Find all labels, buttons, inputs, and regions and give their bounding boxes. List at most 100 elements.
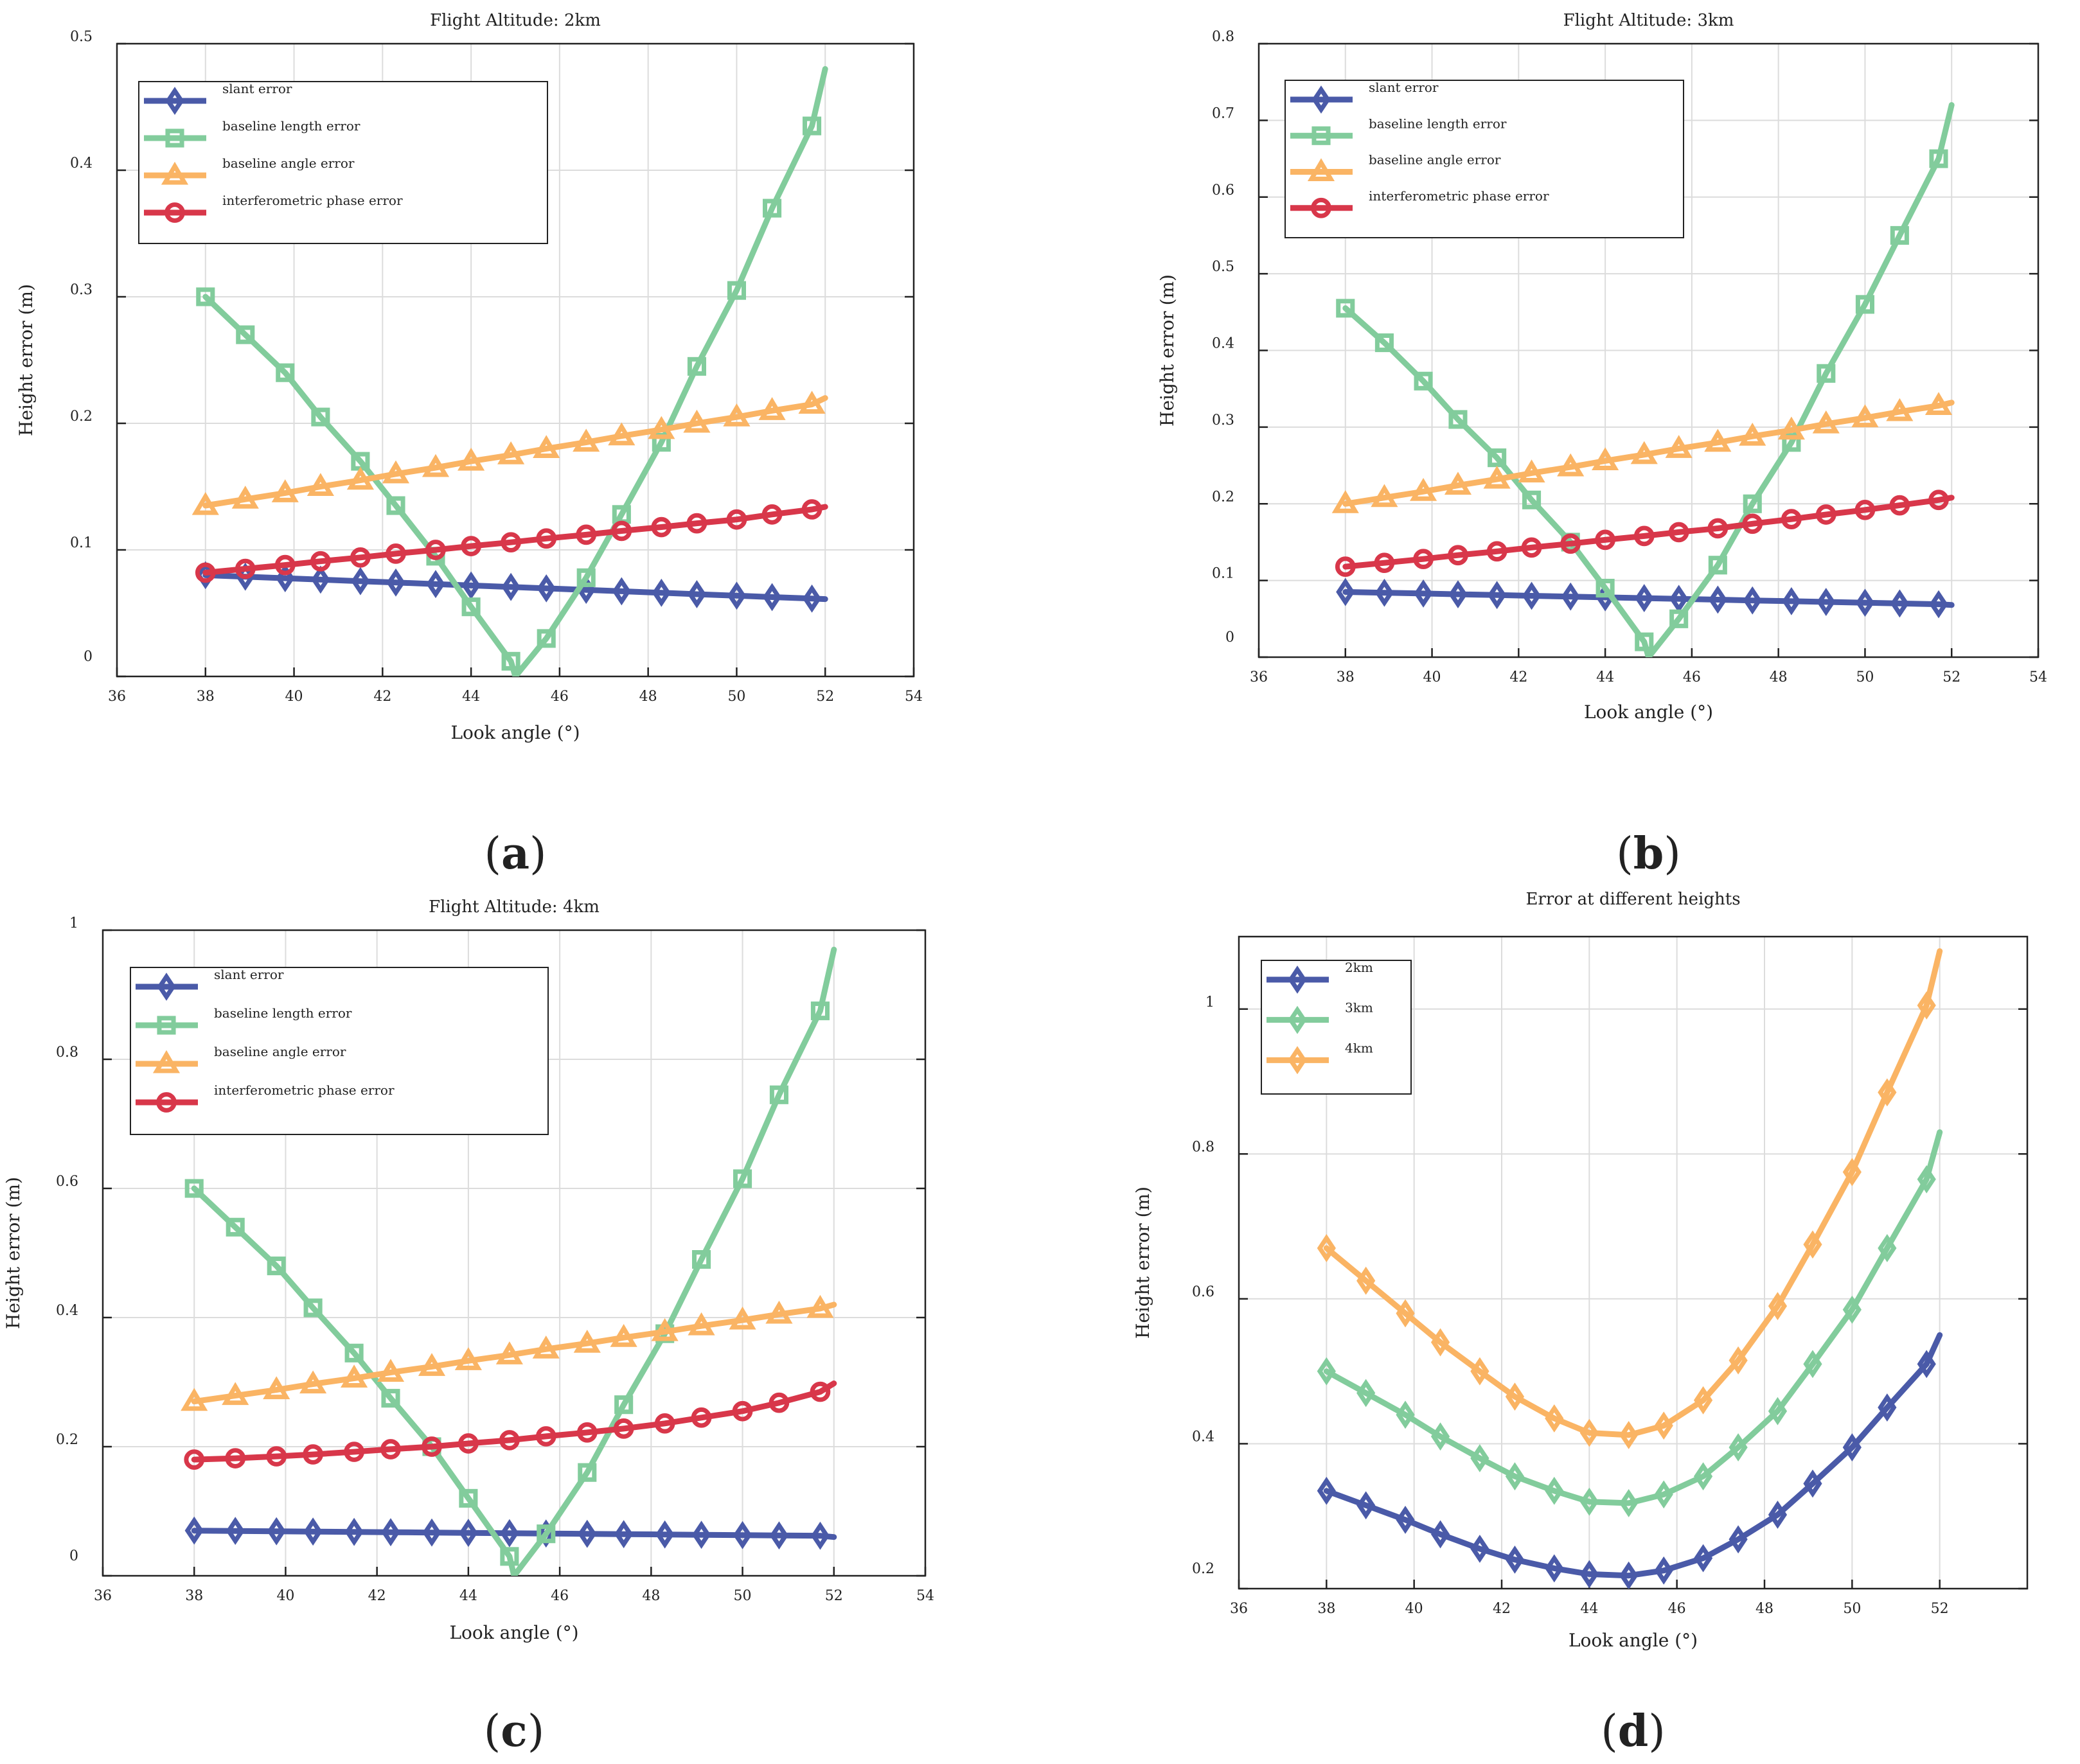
marker-baseline_angle — [191, 491, 219, 515]
panel-caption: (d) — [1601, 1706, 1666, 1757]
y-axis-label: Height error (m) — [15, 284, 37, 436]
marker-slant — [501, 572, 520, 601]
marker-baseline_length — [1708, 556, 1727, 575]
y-tick-label: 0.8 — [1192, 1139, 1214, 1155]
marker-baseline_angle — [723, 403, 751, 427]
marker-3km — [1470, 1444, 1489, 1472]
marker-phase — [769, 1392, 790, 1413]
marker-baseline_angle — [573, 428, 600, 452]
marker-phase — [1889, 495, 1910, 516]
marker-slant — [386, 568, 405, 597]
marker-baseline_length — [1929, 149, 1948, 168]
marker-slant — [1561, 582, 1580, 611]
series-line-baseline_length — [202, 66, 828, 676]
marker-2km — [1917, 1350, 1936, 1379]
x-tick-label: 40 — [1423, 669, 1441, 685]
marker-slant — [461, 571, 481, 600]
marker-slant — [1929, 590, 1948, 619]
marker-baseline_angle — [422, 454, 450, 477]
legend-item-baseline_angle: baseline angle error — [136, 1044, 346, 1073]
marker-slant — [727, 581, 747, 610]
marker-baseline_length — [727, 281, 746, 300]
marker-baseline_angle — [222, 1382, 249, 1406]
marker-baseline_angle — [683, 409, 711, 433]
marker-4km — [1579, 1418, 1599, 1447]
legend-marker-baseline_length — [165, 128, 184, 148]
marker-baseline_length — [1522, 490, 1542, 509]
marker-baseline_length — [810, 1001, 830, 1021]
marker-baseline_length — [537, 1524, 556, 1544]
marker-2km — [1693, 1544, 1713, 1573]
marker-baseline_angle — [1371, 484, 1398, 507]
series-baseline_angle — [191, 391, 828, 515]
x-axis-label: Look angle (°) — [1584, 701, 1713, 723]
marker-baseline_length — [692, 1250, 711, 1269]
legend-marker-2km — [1288, 966, 1307, 994]
marker-4km — [1878, 1078, 1897, 1107]
marker-2km — [1803, 1469, 1822, 1498]
marker-baseline_angle — [533, 435, 560, 458]
marker-phase — [691, 1407, 712, 1428]
marker-baseline_angle — [1483, 465, 1511, 489]
marker-phase — [380, 1439, 401, 1460]
legend-item-slant: slant error — [1290, 80, 1439, 114]
y-tick-label: 0.8 — [1212, 29, 1234, 45]
series-baseline_length — [1336, 102, 1955, 657]
marker-phase — [1707, 518, 1729, 539]
marker-baseline_angle — [263, 1376, 290, 1400]
marker-phase — [303, 1444, 323, 1465]
marker-4km — [1356, 1266, 1376, 1295]
marker-baseline_angle — [1739, 423, 1766, 446]
marker-phase — [310, 551, 331, 572]
marker-baseline_angle — [1331, 490, 1359, 513]
marker-slant — [1855, 588, 1875, 617]
marker-slant — [691, 1521, 711, 1549]
y-tick-label: 0.4 — [70, 155, 93, 172]
marker-baseline_length — [267, 1257, 286, 1276]
legend: 2km 3km 4km — [1261, 960, 1412, 1095]
marker-slant — [762, 583, 782, 612]
chart-c: 36 38 40 42 44 46 48 50 52 54 0 0.2 0.4 0.6 0.8 1 Flight… — [3, 897, 934, 1757]
marker-baseline_angle — [418, 1353, 446, 1376]
series-slant — [1336, 578, 1955, 619]
marker-phase — [654, 1413, 675, 1434]
marker-slant — [802, 584, 822, 613]
marker-baseline_length — [386, 496, 405, 515]
legend-label: slant error — [222, 81, 292, 96]
y-tick-label: 0.5 — [1212, 259, 1234, 275]
marker-baseline_angle — [1557, 453, 1585, 477]
marker-slant — [1817, 588, 1836, 616]
legend-box — [138, 81, 548, 244]
legend-item-baseline_angle: baseline angle error — [144, 155, 355, 185]
marker-phase — [266, 1446, 287, 1467]
x-tick-label: 36 — [108, 689, 126, 705]
marker-3km — [1917, 1165, 1936, 1194]
x-tick-label: 54 — [916, 1588, 934, 1604]
marker-baseline_length — [236, 325, 255, 344]
chart-title: Flight Altitude: 2km — [430, 11, 601, 30]
marker-phase — [499, 1430, 520, 1451]
marker-slant — [733, 1521, 752, 1549]
legend-label: baseline angle error — [1369, 152, 1501, 168]
marker-baseline_length — [614, 1395, 634, 1415]
marker-phase — [501, 532, 521, 553]
x-tick-label: 40 — [1405, 1601, 1423, 1617]
marker-baseline_angle — [377, 1359, 405, 1382]
marker-baseline_angle — [758, 397, 786, 420]
legend-item-baseline_angle: baseline angle error — [1290, 152, 1501, 182]
marker-phase — [1595, 529, 1615, 551]
marker-baseline_angle — [181, 1388, 208, 1411]
marker-slant — [459, 1519, 478, 1548]
marker-baseline_length — [381, 1389, 400, 1408]
legend-marker-slant — [157, 973, 176, 1001]
legend-marker-baseline_angle — [1307, 158, 1335, 182]
marker-3km — [1768, 1397, 1788, 1425]
legend-marker-baseline_angle — [152, 1050, 181, 1073]
marker-slant — [1448, 580, 1468, 609]
series-slant — [196, 561, 828, 613]
marker-slant — [612, 577, 631, 606]
legend-item-4km: 4km — [1267, 1040, 1373, 1075]
marker-baseline_angle — [688, 1312, 715, 1336]
legend-marker-phase — [1311, 197, 1331, 218]
marker-slant — [578, 1519, 597, 1548]
